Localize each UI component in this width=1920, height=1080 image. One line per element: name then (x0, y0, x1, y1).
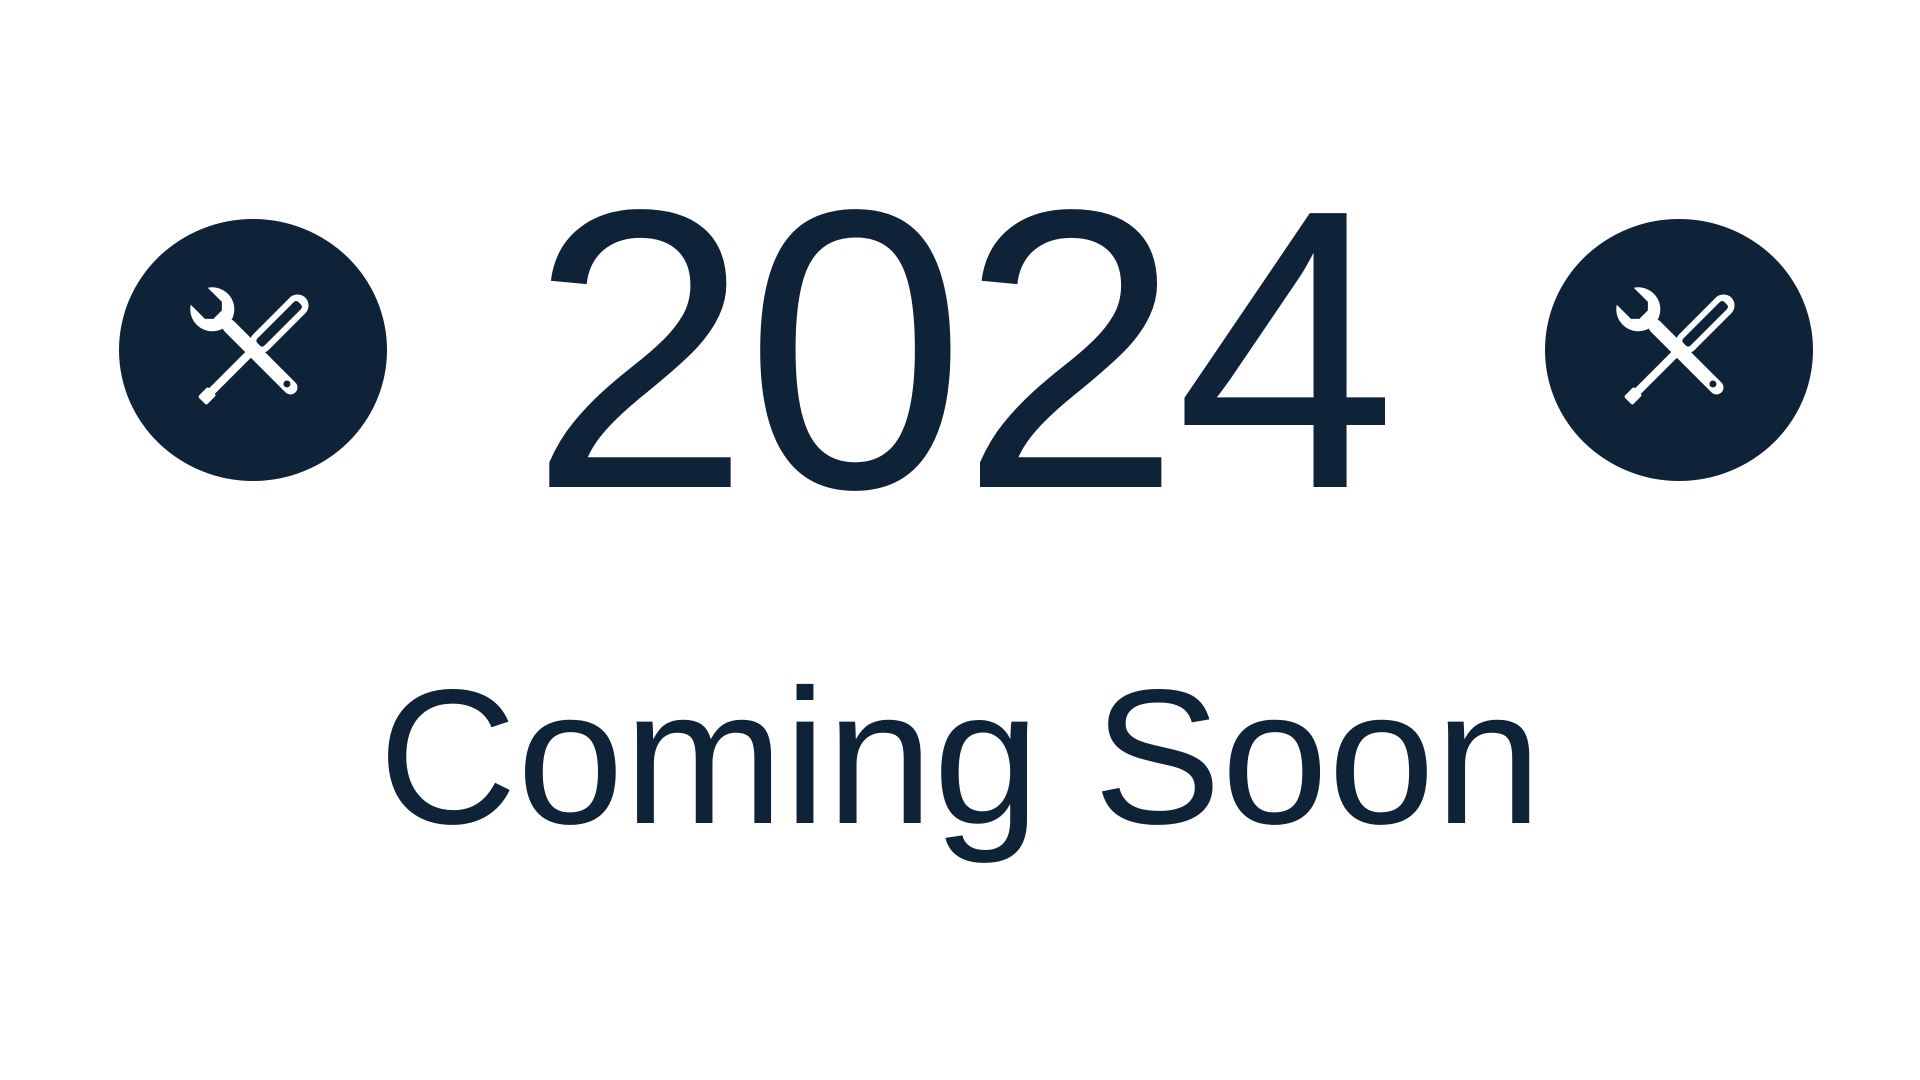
tools-icon (190, 287, 309, 405)
tools-badge-left (119, 219, 387, 481)
tools-badge-right (1545, 219, 1813, 481)
hero-year: 2024 (529, 128, 1396, 572)
tools-icon (1616, 287, 1735, 405)
hero-tagline: Coming Soon (378, 649, 1542, 864)
